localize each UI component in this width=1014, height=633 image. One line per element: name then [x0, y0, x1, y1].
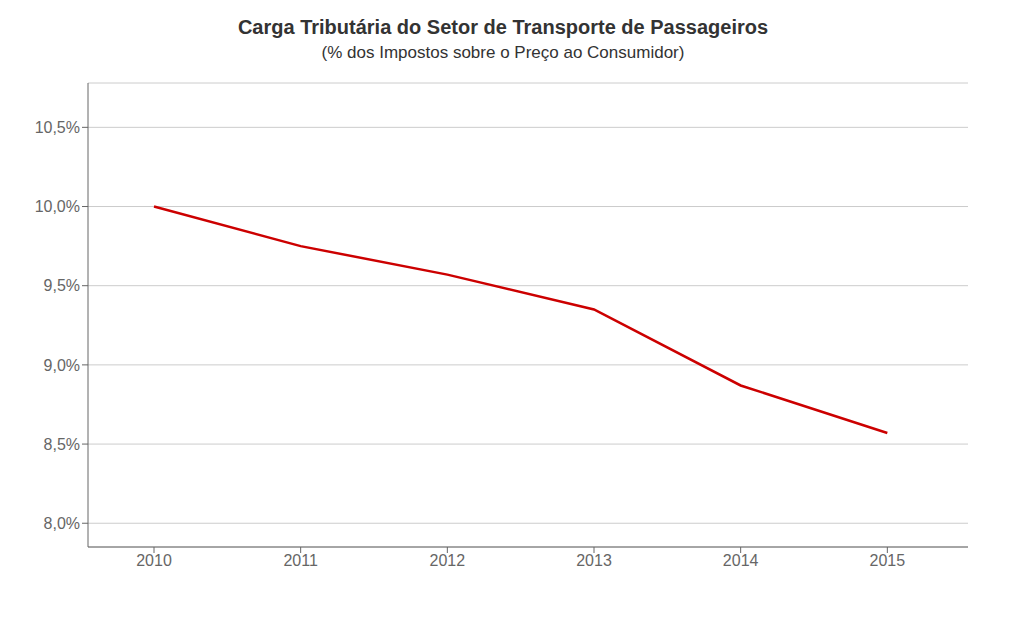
html-text:Carga Tributária do Setor de T: Carga Tributária do Setor de Transporte …: [237, 16, 769, 38]
svg-text:10,0%: 10,0%: [35, 198, 80, 215]
svg-text:2013: 2013: [576, 552, 612, 569]
svg-text:2015: 2015: [870, 552, 906, 569]
svg-text:2014: 2014: [723, 552, 759, 569]
svg-text:2012: 2012: [430, 552, 466, 569]
svg-text:9,0%: 9,0%: [44, 357, 80, 374]
html-text:(% dos Impostos sobre o Preço: (% dos Impostos sobre o Preço ao Consumi…: [321, 43, 685, 62]
svg-text:10,5%: 10,5%: [35, 119, 80, 136]
svg-text:8,0%: 8,0%: [44, 515, 80, 532]
svg-text:8,5%: 8,5%: [44, 436, 80, 453]
svg-text:2010: 2010: [136, 552, 172, 569]
svg-text:9,5%: 9,5%: [44, 277, 80, 294]
svg-text:2011: 2011: [283, 552, 318, 569]
